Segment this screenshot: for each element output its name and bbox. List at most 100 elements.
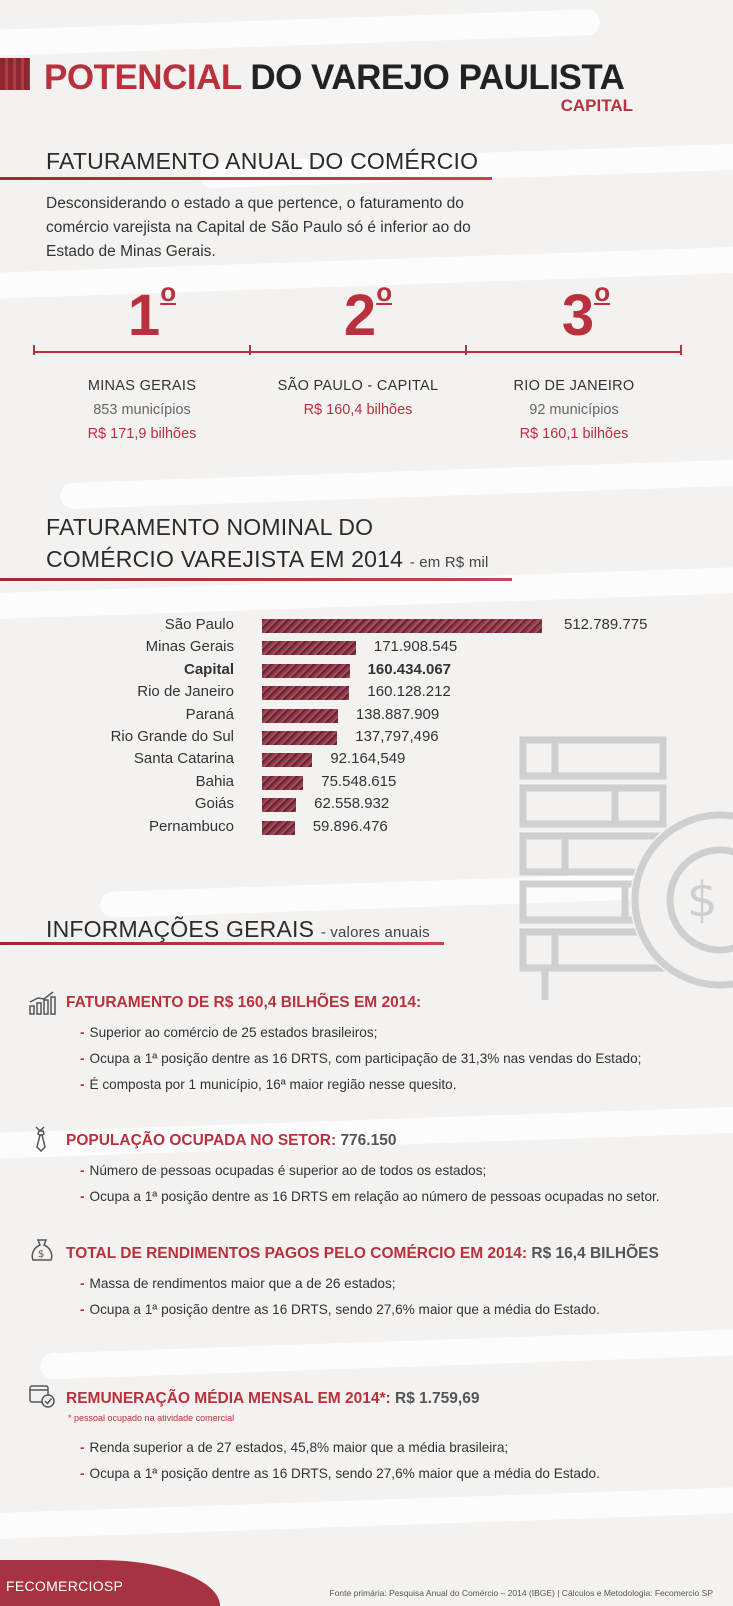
ranking-name: RIO DE JANEIRO [513, 378, 635, 394]
bar-value-label: 512.789.775 [564, 616, 648, 633]
bar [262, 820, 295, 835]
info-heading-remuneracao: REMUNERAÇÃO MÉDIA MENSAL EM 2014*: R$ 1.… [66, 1390, 479, 1408]
bar-value-label: 160.128.212 [367, 683, 451, 701]
rank-ordinal: o [160, 276, 177, 307]
list-item: - Ocupa a 1ª posição dentre as 16 DRTS, c… [80, 1051, 642, 1066]
bar-value-label: 59.896.476 [312, 817, 388, 835]
bar-value-label: 75.548.615 [321, 772, 397, 790]
list-item: - Número de pessoas ocupadas é superior a… [80, 1163, 487, 1178]
page-title: POTENCIAL DO VAREJO PAULISTA [44, 58, 625, 98]
info-heading-text: POPULAÇÃO OCUPADA NO SETOR: [66, 1132, 337, 1149]
section-title-faturamento-anual: FATURAMENTO ANUAL DO COMÉRCIO [46, 148, 479, 174]
ranking-item-minas-gerais: MINAS GERAIS 853 municípios R$ 171,9 bil… [42, 374, 242, 446]
info-heading-text: FATURAMENTO DE R$ 160,4 BILHÕES EM 2014: [66, 994, 422, 1011]
money-bag-icon: $ [31, 1239, 53, 1261]
bullet-text: Renda superior a de 27 estados, 45,8% ma… [89, 1440, 509, 1455]
ranking-tick [249, 345, 251, 355]
bar-value-label: 160.434.067 [367, 660, 452, 678]
rank-digit: 1 [127, 283, 161, 348]
bar [262, 753, 313, 768]
header-badge [0, 58, 30, 90]
bar [262, 775, 304, 790]
wallet-check-icon [29, 1385, 55, 1408]
title-highlight: POTENCIAL [44, 58, 242, 97]
ranking-item-rio-de-janeiro: RIO DE JANEIRO 92 municípios R$ 160,1 bi… [474, 374, 674, 446]
list-item: - Renda superior a de 27 estados, 45,8% m… [80, 1440, 509, 1455]
bar [262, 641, 356, 656]
ranking-name: SÃO PAULO - CAPITAL [277, 378, 439, 394]
ranking-municipios: 92 municípios [529, 402, 619, 418]
svg-text:$: $ [687, 872, 718, 928]
bar-label: Rio de Janeiro [137, 683, 234, 701]
bar [262, 708, 338, 723]
bar-value-label: 62.558.932 [314, 795, 390, 813]
section-note: - valores anuais [320, 924, 430, 941]
bar-chart-icon [29, 991, 56, 1015]
bar-label: Goiás [194, 795, 234, 813]
rank-ordinal: o [594, 276, 611, 307]
ranking-tick [33, 345, 35, 355]
section-title-faturamento-nominal-line2: COMÉRCIO VAREJISTA EM 2014 - em R$ mil [46, 546, 489, 573]
coin-stack-icon: $ [519, 736, 733, 1000]
bar-label: Pernambuco [148, 817, 234, 835]
rank-digit: 2 [343, 283, 377, 348]
bullet-text: Superior ao comércio de 25 estados brasi… [89, 1025, 378, 1040]
bar-label: Minas Gerais [145, 638, 234, 656]
info-heading-value: R$ 16,4 BILHÕES [531, 1245, 659, 1262]
section-title-informacoes-gerais: INFORMAÇÕES GERAIS - valores anuais [46, 916, 430, 943]
section-unit-note: - em R$ mil [409, 554, 489, 571]
info-heading-text: TOTAL DE RENDIMENTOS PAGOS PELO COMÉRCIO… [66, 1245, 528, 1262]
bar-value-label: 138.887.909 [355, 705, 440, 723]
bullet-text: Número de pessoas ocupadas é superior ao… [89, 1163, 487, 1178]
list-item: - Massa de rendimentos maior que a de 26 … [80, 1276, 396, 1291]
ranking-tick [465, 345, 467, 355]
section-underline [0, 578, 512, 581]
bar [262, 686, 350, 701]
info-heading-value: 776.150 [340, 1132, 397, 1149]
ranking-item-sao-paulo-capital: SÃO PAULO - CAPITAL R$ 160,4 bilhões [258, 374, 458, 422]
bar [262, 731, 338, 745]
bar-value-label: 92.164,549 [330, 750, 406, 768]
list-item: - Ocupa a 1ª posição dentre as 16 DRTS em… [80, 1189, 660, 1204]
bar-label: Rio Grande do Sul [110, 728, 234, 745]
info-heading-rendimentos: TOTAL DE RENDIMENTOS PAGOS PELO COMÉRCIO… [66, 1245, 659, 1263]
svg-text:$: $ [38, 1249, 44, 1260]
ranking-divider [34, 351, 682, 353]
bar-value-label: 171.908.545 [373, 638, 458, 656]
bar-label: Bahia [195, 772, 234, 790]
bar-label: São Paulo [164, 616, 234, 633]
info-heading-value: R$ 1.759,69 [395, 1390, 480, 1407]
info-heading-populacao: POPULAÇÃO OCUPADA NO SETOR: 776.150 [66, 1132, 396, 1150]
tie-icon [35, 1126, 46, 1152]
ranking-value: R$ 171,9 bilhões [87, 426, 197, 442]
ranking-name: MINAS GERAIS [87, 378, 197, 394]
section-title-text: COMÉRCIO VAREJISTA EM 2014 [46, 546, 404, 572]
bullet-text: Ocupa a 1ª posição dentre as 16 DRTS, co… [89, 1051, 642, 1066]
bar-label: Capital [183, 660, 234, 678]
ranking-value: R$ 160,4 bilhões [303, 402, 413, 418]
ranking-tick [680, 345, 682, 355]
footnote: * pessoal ocupado na atividade comercial [68, 1413, 235, 1423]
rank-ordinal: o [376, 276, 393, 307]
section-title-faturamento-nominal-line1: FATURAMENTO NOMINAL DO [46, 514, 374, 540]
intro-text: Desconsiderando o estado a que pertence,… [46, 195, 471, 260]
section-title-text: INFORMAÇÕES GERAIS [46, 916, 315, 942]
bar [262, 663, 350, 678]
bar-label: Santa Catarina [133, 750, 234, 768]
source-note: Fonte primária: Pesquisa Anual do Comérc… [329, 1588, 713, 1598]
rank-number-1: 1o [92, 277, 212, 349]
bar-value-label: 137,797,496 [355, 728, 439, 745]
rank-number-2: 2o [308, 277, 428, 349]
bullet-text: Ocupa a 1ª posição dentre as 16 DRTS, se… [89, 1302, 600, 1317]
info-heading-text: REMUNERAÇÃO MÉDIA MENSAL EM 2014*: [66, 1390, 391, 1407]
list-item: - Superior ao comércio de 25 estados bras… [80, 1025, 378, 1040]
ranking-municipios: 853 municípios [93, 402, 191, 418]
fecomercio-logo: FECOMERCIOSP [6, 1578, 124, 1594]
info-heading-faturamento: FATURAMENTO DE R$ 160,4 BILHÕES EM 2014: [66, 994, 421, 1012]
rank-number-3: 3o [526, 277, 646, 349]
section-underline [0, 942, 444, 945]
bullet-text: Massa de rendimentos maior que a de 26 e… [89, 1276, 396, 1291]
bar-chart: São Paulo 512.789.775 Minas Gerais 171.908.… [0, 616, 733, 856]
rank-digit: 3 [561, 283, 595, 348]
section-underline [0, 177, 492, 180]
